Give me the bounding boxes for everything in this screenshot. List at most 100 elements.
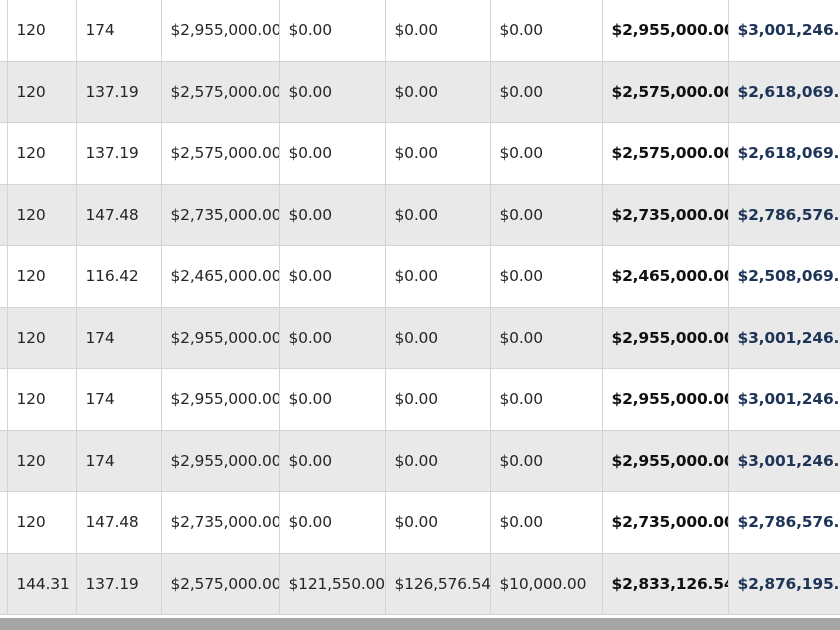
horizontal-scrollbar[interactable] — [0, 618, 840, 630]
table-row[interactable]: 120 174 $2,955,000.00 $0.00 $0.00 $0.00 $2,955… — [0, 368, 840, 431]
table-row[interactable]: 120 137.19 $2,575,000.00 $0.00 $0.00 $0.00 $2,… — [0, 122, 840, 185]
table-row[interactable]: 120 116.42 $2,465,000.00 $0.00 $0.00 $0.00 $2,… — [0, 245, 840, 308]
row-edge-cell — [0, 307, 8, 369]
col-b-cell[interactable]: 174 — [76, 368, 162, 431]
col-c-cell[interactable]: $2,955,000.00 — [161, 0, 280, 62]
row-edge-cell — [0, 0, 8, 62]
col-e-cell[interactable]: $0.00 — [385, 122, 491, 185]
col-e-cell[interactable]: $0.00 — [385, 245, 491, 308]
col-d-cell[interactable]: $0.00 — [279, 0, 386, 62]
col-b-cell[interactable]: 174 — [76, 430, 162, 492]
col-a-cell[interactable]: 120 — [7, 245, 77, 308]
total-cell[interactable]: $2,575,000.00 — [602, 61, 729, 123]
col-f-cell[interactable]: $0.00 — [490, 61, 603, 123]
col-c-cell[interactable]: $2,465,000.00 — [161, 245, 280, 308]
col-f-cell[interactable]: $0.00 — [490, 245, 603, 308]
total-cell[interactable]: $2,465,000.00 — [602, 245, 729, 308]
net-total-cell[interactable]: $2,618,069.00 — [728, 61, 840, 123]
total-cell[interactable]: $2,955,000.00 — [602, 0, 729, 62]
col-c-cell[interactable]: $2,735,000.00 — [161, 491, 280, 554]
col-c-cell[interactable]: $2,575,000.00 — [161, 61, 280, 123]
col-a-cell[interactable]: 120 — [7, 307, 77, 369]
net-total-cell[interactable]: $3,001,246.00 — [728, 430, 840, 492]
col-c-cell[interactable]: $2,955,000.00 — [161, 307, 280, 369]
row-edge-cell — [0, 61, 8, 123]
col-f-cell[interactable]: $0.00 — [490, 368, 603, 431]
col-e-cell[interactable]: $0.00 — [385, 61, 491, 123]
total-cell[interactable]: $2,735,000.00 — [602, 491, 729, 554]
table-row[interactable]: 120 147.48 $2,735,000.00 $0.00 $0.00 $0.00 $2,… — [0, 491, 840, 554]
col-e-cell[interactable]: $0.00 — [385, 491, 491, 554]
col-f-cell[interactable]: $0.00 — [490, 307, 603, 369]
table-row[interactable]: 120 147.48 $2,735,000.00 $0.00 $0.00 $0.00 $2,… — [0, 184, 840, 246]
col-b-cell[interactable]: 174 — [76, 0, 162, 62]
col-f-cell[interactable]: $10,000.00 — [490, 553, 603, 615]
row-edge-cell — [0, 430, 8, 492]
net-total-cell[interactable]: $2,876,195.54 — [728, 553, 840, 615]
net-total-cell[interactable]: $2,786,576.00 — [728, 491, 840, 554]
total-cell[interactable]: $2,955,000.00 — [602, 307, 729, 369]
col-d-cell[interactable]: $121,550.00 — [279, 553, 386, 615]
col-b-cell[interactable]: 147.48 — [76, 184, 162, 246]
row-edge-cell — [0, 491, 8, 554]
col-b-cell[interactable]: 137.19 — [76, 122, 162, 185]
col-f-cell[interactable]: $0.00 — [490, 491, 603, 554]
col-d-cell[interactable]: $0.00 — [279, 61, 386, 123]
col-d-cell[interactable]: $0.00 — [279, 307, 386, 369]
col-a-cell[interactable]: 120 — [7, 61, 77, 123]
table-row[interactable]: 120 174 $2,955,000.00 $0.00 $0.00 $0.00 $2,955… — [0, 0, 840, 62]
net-total-cell[interactable]: $3,001,246.00 — [728, 0, 840, 62]
table-row[interactable]: 120 174 $2,955,000.00 $0.00 $0.00 $0.00 $2,955… — [0, 307, 840, 369]
col-e-cell[interactable]: $0.00 — [385, 368, 491, 431]
net-total-cell[interactable]: $3,001,246.00 — [728, 307, 840, 369]
table-row[interactable]: 144.31 137.19 $2,575,000.00 $121,550.00 $126… — [0, 553, 840, 615]
col-d-cell[interactable]: $0.00 — [279, 491, 386, 554]
col-e-cell[interactable]: $0.00 — [385, 0, 491, 62]
row-edge-cell — [0, 553, 8, 615]
col-d-cell[interactable]: $0.00 — [279, 430, 386, 492]
col-e-cell[interactable]: $0.00 — [385, 184, 491, 246]
col-f-cell[interactable]: $0.00 — [490, 184, 603, 246]
col-a-cell[interactable]: 120 — [7, 491, 77, 554]
net-total-cell[interactable]: $2,508,069.00 — [728, 245, 840, 308]
net-total-cell[interactable]: $3,001,246.00 — [728, 368, 840, 431]
net-total-cell[interactable]: $2,618,069.00 — [728, 122, 840, 185]
col-a-cell[interactable]: 144.31 — [7, 553, 77, 615]
total-cell[interactable]: $2,955,000.00 — [602, 430, 729, 492]
col-a-cell[interactable]: 120 — [7, 0, 77, 62]
total-cell[interactable]: $2,575,000.00 — [602, 122, 729, 185]
col-a-cell[interactable]: 120 — [7, 368, 77, 431]
col-c-cell[interactable]: $2,735,000.00 — [161, 184, 280, 246]
total-cell[interactable]: $2,833,126.54 — [602, 553, 729, 615]
col-d-cell[interactable]: $0.00 — [279, 122, 386, 185]
col-b-cell[interactable]: 174 — [76, 307, 162, 369]
net-total-cell[interactable]: $2,786,576.00 — [728, 184, 840, 246]
col-d-cell[interactable]: $0.00 — [279, 245, 386, 308]
col-f-cell[interactable]: $0.00 — [490, 122, 603, 185]
col-c-cell[interactable]: $2,955,000.00 — [161, 368, 280, 431]
total-cell[interactable]: $2,955,000.00 — [602, 368, 729, 431]
col-c-cell[interactable]: $2,575,000.00 — [161, 553, 280, 615]
col-f-cell[interactable]: $0.00 — [490, 0, 603, 62]
col-c-cell[interactable]: $2,575,000.00 — [161, 122, 280, 185]
row-edge-cell — [0, 122, 8, 185]
col-e-cell[interactable]: $0.00 — [385, 430, 491, 492]
col-c-cell[interactable]: $2,955,000.00 — [161, 430, 280, 492]
col-a-cell[interactable]: 120 — [7, 122, 77, 185]
row-edge-cell — [0, 184, 8, 246]
data-table: 120 174 $2,955,000.00 $0.00 $0.00 $0.00 $2,955… — [0, 0, 840, 615]
col-f-cell[interactable]: $0.00 — [490, 430, 603, 492]
col-b-cell[interactable]: 147.48 — [76, 491, 162, 554]
total-cell[interactable]: $2,735,000.00 — [602, 184, 729, 246]
col-d-cell[interactable]: $0.00 — [279, 184, 386, 246]
col-a-cell[interactable]: 120 — [7, 184, 77, 246]
col-d-cell[interactable]: $0.00 — [279, 368, 386, 431]
col-a-cell[interactable]: 120 — [7, 430, 77, 492]
table-row[interactable]: 120 174 $2,955,000.00 $0.00 $0.00 $0.00 $2,955… — [0, 430, 840, 492]
col-b-cell[interactable]: 116.42 — [76, 245, 162, 308]
col-b-cell[interactable]: 137.19 — [76, 553, 162, 615]
col-b-cell[interactable]: 137.19 — [76, 61, 162, 123]
col-e-cell[interactable]: $0.00 — [385, 307, 491, 369]
table-row[interactable]: 120 137.19 $2,575,000.00 $0.00 $0.00 $0.00 $2,… — [0, 61, 840, 123]
col-e-cell[interactable]: $126,576.54 — [385, 553, 491, 615]
